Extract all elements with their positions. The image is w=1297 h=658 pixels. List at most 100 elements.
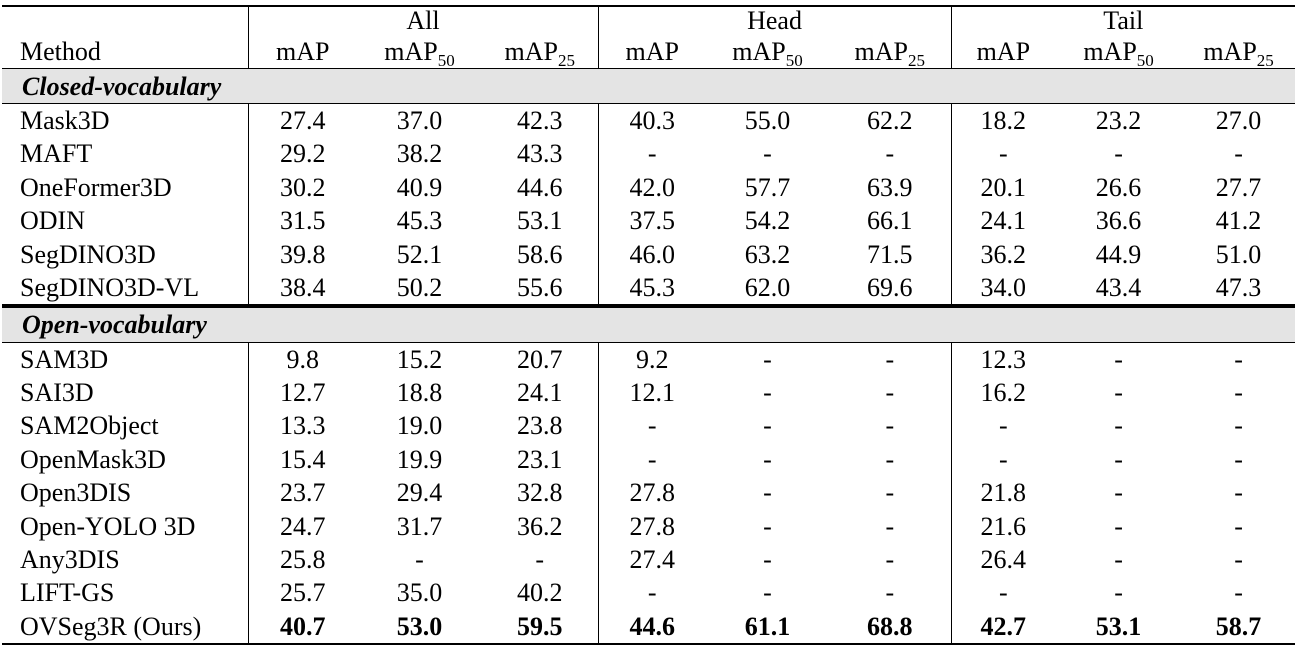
- column-header-subscript: 50: [1136, 51, 1154, 71]
- table-row: Open-YOLO 3D 24.7 31.7 36.2 27.8 - - 21.6 - -: [2, 509, 1295, 543]
- method-cell: Any3DIS: [20, 545, 120, 575]
- column-header-base: mAP: [732, 37, 786, 67]
- method-cell: Open3DIS: [20, 478, 132, 508]
- value-cell: 23.8: [517, 411, 563, 441]
- column-header-subscript: 25: [908, 51, 926, 71]
- value-cell: -: [1234, 139, 1243, 169]
- value-cell: 43.3: [517, 139, 563, 169]
- column-header: mAP: [950, 35, 1056, 69]
- column-header-row: Method mAP mAP50 mAP25 mAP mAP50 mAP25 mAP mAP5…: [2, 35, 1295, 69]
- section-title: Closed-vocabulary: [2, 68, 1296, 104]
- value-cell: -: [1114, 511, 1123, 541]
- table-row: SAM3D 9.8 15.2 20.7 9.2- -12.3- -: [2, 341, 1296, 376]
- value-cell: 69.6: [867, 272, 913, 302]
- value-cell: 66.1: [867, 206, 913, 236]
- value-cell: 16.2: [950, 375, 1056, 410]
- table-row: SegDINO3D-VL 38.4 50.2 55.6 45.3 62.0 69.6 34.0…: [2, 270, 1295, 307]
- value-cell: -: [885, 578, 895, 608]
- value-cell: 30.2: [247, 170, 357, 204]
- value-cell: 53.1: [1055, 609, 1183, 646]
- value-cell: 32.8: [517, 478, 563, 508]
- value-cell: 21.8: [950, 476, 1056, 510]
- value-cell: 52.1: [396, 239, 443, 269]
- value-cell: 36.2: [517, 511, 563, 541]
- method-cell: MAFT: [20, 139, 93, 169]
- method-cell: SAM3D: [2, 341, 248, 376]
- method-cell: Open-YOLO 3D: [20, 511, 196, 541]
- value-cell: 23.1: [517, 444, 563, 474]
- value-cell: 25.8: [247, 542, 357, 577]
- value-cell: 35.0: [396, 578, 443, 608]
- value-cell: 43.4: [1095, 272, 1142, 302]
- column-header-base: mAP: [1203, 37, 1257, 67]
- value-cell: 27.0: [1182, 102, 1296, 138]
- value-cell: 47.3: [1215, 272, 1262, 302]
- column-header: mAP: [597, 35, 707, 69]
- method-cell: Mask3D: [2, 102, 248, 138]
- value-cell: 15.4: [247, 442, 357, 477]
- value-cell: 18.8: [396, 378, 443, 408]
- value-cell: 39.8: [247, 237, 357, 271]
- value-cell: 50.2: [396, 272, 443, 302]
- table-row: SAI3D 12.7 18.8 24.1 12.1 - - 16.2 - -: [2, 375, 1295, 410]
- value-cell: 62.2: [829, 102, 952, 138]
- value-cell: -: [885, 411, 895, 441]
- value-cell: 42.0: [597, 170, 707, 204]
- value-cell: 29.4: [396, 478, 443, 508]
- value-cell: 53.1: [517, 206, 563, 236]
- value-cell: -: [597, 442, 707, 477]
- value-cell: 51.0: [1215, 239, 1262, 269]
- value-cell: -: [1234, 378, 1243, 408]
- column-header: mAP: [247, 35, 357, 69]
- value-cell: 40.2: [517, 578, 563, 608]
- value-cell: -: [1114, 545, 1123, 575]
- value-cell: 42.3: [482, 102, 599, 138]
- column-header-base: mAP: [276, 37, 330, 67]
- value-cell: -: [763, 545, 772, 575]
- value-cell: 62.0: [744, 272, 791, 302]
- value-cell: 27.8: [597, 509, 707, 543]
- value-cell: 12.7: [247, 375, 357, 410]
- column-header: mAP25: [1182, 35, 1295, 69]
- value-cell: -: [950, 409, 1056, 443]
- value-cell: 38.2: [396, 139, 443, 169]
- value-cell: 41.2: [1215, 206, 1262, 236]
- value-cell: 20.7: [482, 341, 599, 376]
- value-cell: 27.8: [597, 476, 707, 510]
- value-cell: -: [885, 139, 895, 169]
- method-header: Method: [20, 37, 101, 67]
- value-cell: -: [1114, 139, 1123, 169]
- group-header-head: Head: [597, 5, 952, 35]
- value-cell: 58.7: [1182, 609, 1296, 646]
- method-cell: OpenMask3D: [20, 444, 166, 474]
- value-cell: 23.2: [1055, 102, 1183, 138]
- value-cell: 25.7: [247, 576, 357, 610]
- value-cell: 44.6: [517, 172, 563, 202]
- column-header: mAP50: [357, 35, 482, 69]
- value-cell: 12.3: [950, 341, 1056, 376]
- value-cell: 46.0: [597, 237, 707, 271]
- value-cell: 63.9: [867, 172, 913, 202]
- value-cell: 37.5: [597, 203, 707, 238]
- column-header-subscript: 25: [557, 51, 575, 71]
- table-row: SAM2Object 13.3 19.0 23.8 - - - - - -: [2, 409, 1295, 443]
- method-cell: SegDINO3D-VL: [20, 272, 200, 302]
- value-cell: 27.4: [597, 542, 707, 577]
- value-cell: 18.2: [950, 102, 1056, 138]
- table-row: LIFT-GS 25.7 35.0 40.2 - - - - - -: [2, 576, 1295, 610]
- value-cell: 24.1: [517, 378, 563, 408]
- value-cell: 61.1: [706, 609, 830, 646]
- results-table: All Head Tail Method mAP mAP50 mAP25 mAP mAP…: [2, 5, 1296, 646]
- value-cell: 58.6: [517, 239, 563, 269]
- value-cell: 45.3: [597, 270, 707, 307]
- value-cell: 71.5: [867, 239, 913, 269]
- value-cell: 24.7: [247, 509, 357, 543]
- value-cell: 44.6: [597, 609, 707, 646]
- value-cell: 27.4: [247, 102, 357, 138]
- value-cell: 31.7: [396, 511, 443, 541]
- value-cell: -: [415, 545, 424, 575]
- value-cell: -: [763, 411, 772, 441]
- value-cell: 44.9: [1095, 239, 1142, 269]
- table-row: OVSeg3R (Ours) 40.7 53.0 59.5 44.6 61.1 68.8 42…: [2, 609, 1296, 646]
- value-cell: 13.3: [247, 409, 357, 443]
